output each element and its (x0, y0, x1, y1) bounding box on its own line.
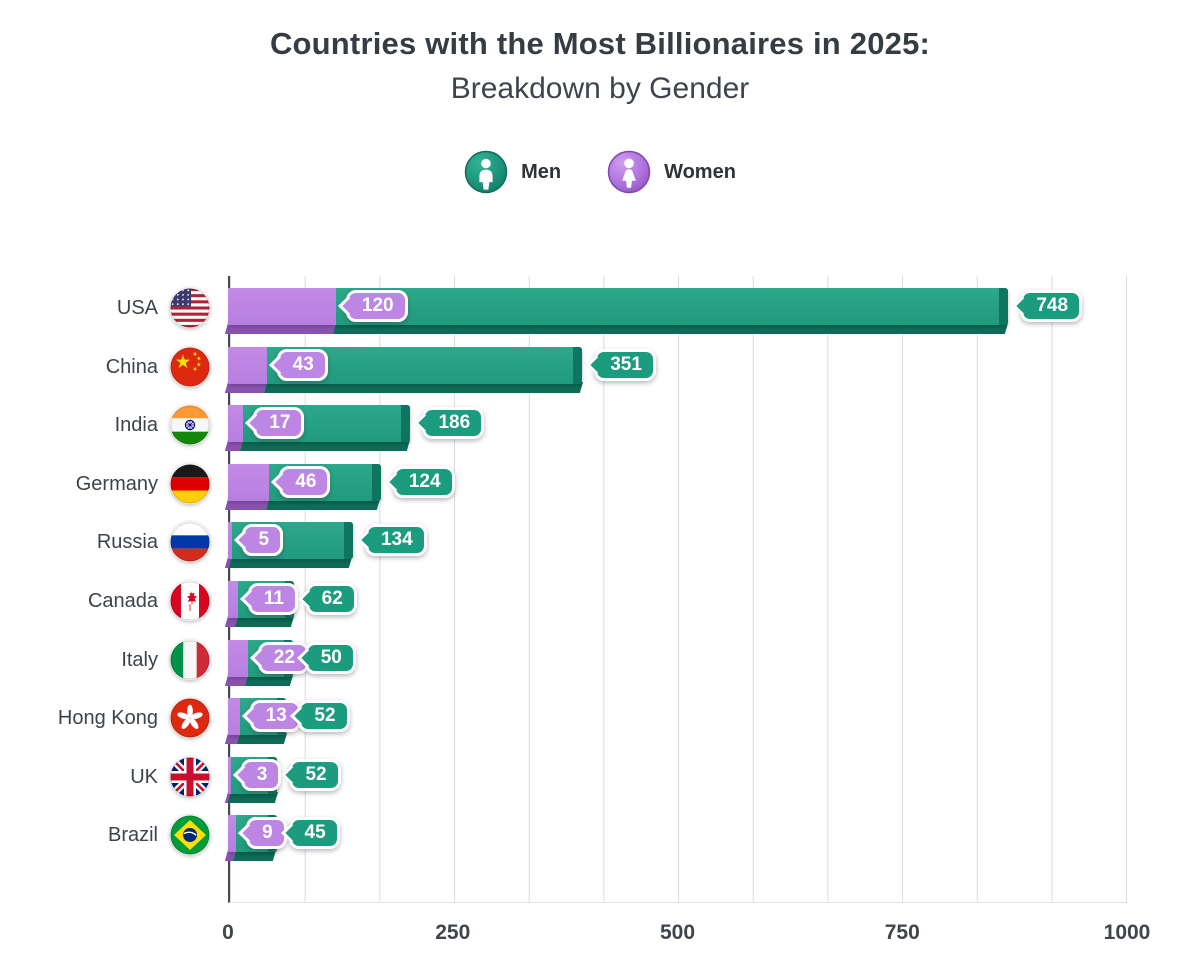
country-label: Brazil (107, 824, 158, 847)
women-bar (228, 698, 240, 736)
bar-end-cap (573, 346, 583, 384)
men-value-badge: 124 (392, 465, 455, 498)
bar-track: 43 351 (224, 343, 1127, 402)
bar-track: 11 62 (224, 577, 1127, 636)
women-value-badge: 22 (257, 641, 309, 674)
country-label: USA (116, 297, 158, 319)
x-tick-label: 0 (222, 921, 234, 944)
chart-row: Germany 46 124 (0, 460, 1200, 519)
hongkong-flag-icon (170, 698, 210, 738)
chart-rows: USA 120 748 China 43 351 India 17 186 Germany 46 12… (0, 284, 1200, 870)
usa-flag-icon (170, 288, 210, 328)
chart-row: Canada 11 62 (0, 577, 1200, 636)
chart-row: Brazil 9 45 (0, 811, 1200, 870)
bar-track: 13 52 (224, 694, 1127, 753)
country-label: India (114, 414, 158, 437)
women-bar (228, 288, 336, 325)
bar-track: 3 52 (224, 753, 1127, 812)
women-value-badge: 5 (242, 524, 284, 557)
x-tick-label: 1000 (1103, 921, 1151, 944)
chart-row: China 43 351 (0, 343, 1200, 402)
bar-track: 9 45 (224, 811, 1127, 870)
women-bar (228, 522, 233, 560)
legend-label-men: Men (521, 160, 562, 183)
chart-row: USA 120 748 (0, 284, 1200, 343)
legend-label-women: Women (664, 160, 736, 183)
legend-item-women: Women (607, 150, 736, 194)
women-value-badge: 3 (240, 758, 282, 791)
bar-chart: USA 120 748 China 43 351 India 17 186 Germany 46 12… (0, 276, 1200, 956)
country-label: UK (130, 765, 158, 788)
bar-track: 22 50 (224, 636, 1127, 695)
women-value-badge: 17 (253, 407, 305, 440)
chart-row: Russia 5 134 (0, 518, 1200, 577)
chart-subtitle: Breakdown by Gender (450, 72, 750, 105)
country-label: Canada (87, 589, 158, 612)
bar-track: 46 124 (224, 460, 1127, 519)
men-value-badge: 45 (288, 817, 340, 850)
bar-end-cap (343, 522, 353, 560)
india-flag-icon (170, 405, 210, 445)
women-bar (228, 346, 267, 384)
women-value-badge: 11 (247, 582, 298, 615)
chart-title: Countries with the Most Billionaires in … (269, 26, 931, 61)
country-label: Russia (96, 531, 158, 554)
legend-item-men: Men (464, 150, 561, 194)
men-value-badge: 50 (304, 641, 356, 674)
women-bar (228, 580, 238, 618)
women-bar (228, 756, 231, 794)
women-bar (228, 463, 270, 501)
country-label: Italy (121, 648, 158, 671)
bar-track: 5 134 (224, 518, 1127, 577)
italy-flag-icon (170, 640, 210, 680)
china-flag-icon (170, 347, 210, 387)
woman-icon (607, 150, 651, 194)
men-bar-shadow (229, 557, 353, 569)
women-bar (228, 639, 248, 677)
uk-flag-icon (170, 757, 210, 797)
russia-flag-icon (170, 522, 210, 562)
chart-row: Italy 22 50 (0, 636, 1200, 695)
women-value-badge: 9 (246, 817, 287, 850)
x-tick-label: 250 (435, 921, 471, 944)
men-value-badge: 748 (1020, 290, 1083, 322)
legend: Men Women (0, 150, 1200, 194)
bar-end-cap (401, 405, 411, 443)
country-label: China (105, 355, 158, 378)
country-label: Hong Kong (57, 707, 158, 730)
men-value-badge: 52 (289, 758, 341, 791)
bar-track: 17 186 (224, 401, 1127, 460)
women-value-badge: 43 (276, 348, 328, 381)
chart-row: India 17 186 (0, 401, 1200, 460)
women-bar (228, 405, 244, 443)
infographic: Countries with the Most Billionaires in … (0, 26, 1200, 944)
canada-flag-icon (170, 581, 210, 621)
men-value-badge: 52 (298, 700, 350, 733)
men-value-badge: 62 (305, 582, 357, 615)
brazil-flag-icon (170, 815, 210, 855)
women-value-badge: 120 (345, 290, 408, 322)
men-value-badge: 186 (422, 407, 485, 440)
men-value-badge: 351 (594, 348, 656, 381)
x-axis: 0 250 500 750 1000 (222, 921, 1150, 953)
x-tick-label: 750 (884, 921, 920, 944)
bar-end-cap (999, 288, 1009, 325)
chart-row: UK 3 52 (0, 753, 1200, 812)
country-label: Germany (75, 472, 158, 495)
women-bar (228, 815, 237, 853)
x-tick-label: 500 (659, 921, 696, 944)
bar-track: 120 748 (224, 284, 1127, 343)
man-icon (464, 150, 508, 194)
bar-end-cap (371, 463, 381, 501)
women-value-badge: 46 (279, 465, 331, 498)
germany-flag-icon (170, 464, 210, 504)
chart-row: Hong Kong 13 52 (0, 694, 1200, 753)
men-value-badge: 134 (364, 524, 427, 557)
